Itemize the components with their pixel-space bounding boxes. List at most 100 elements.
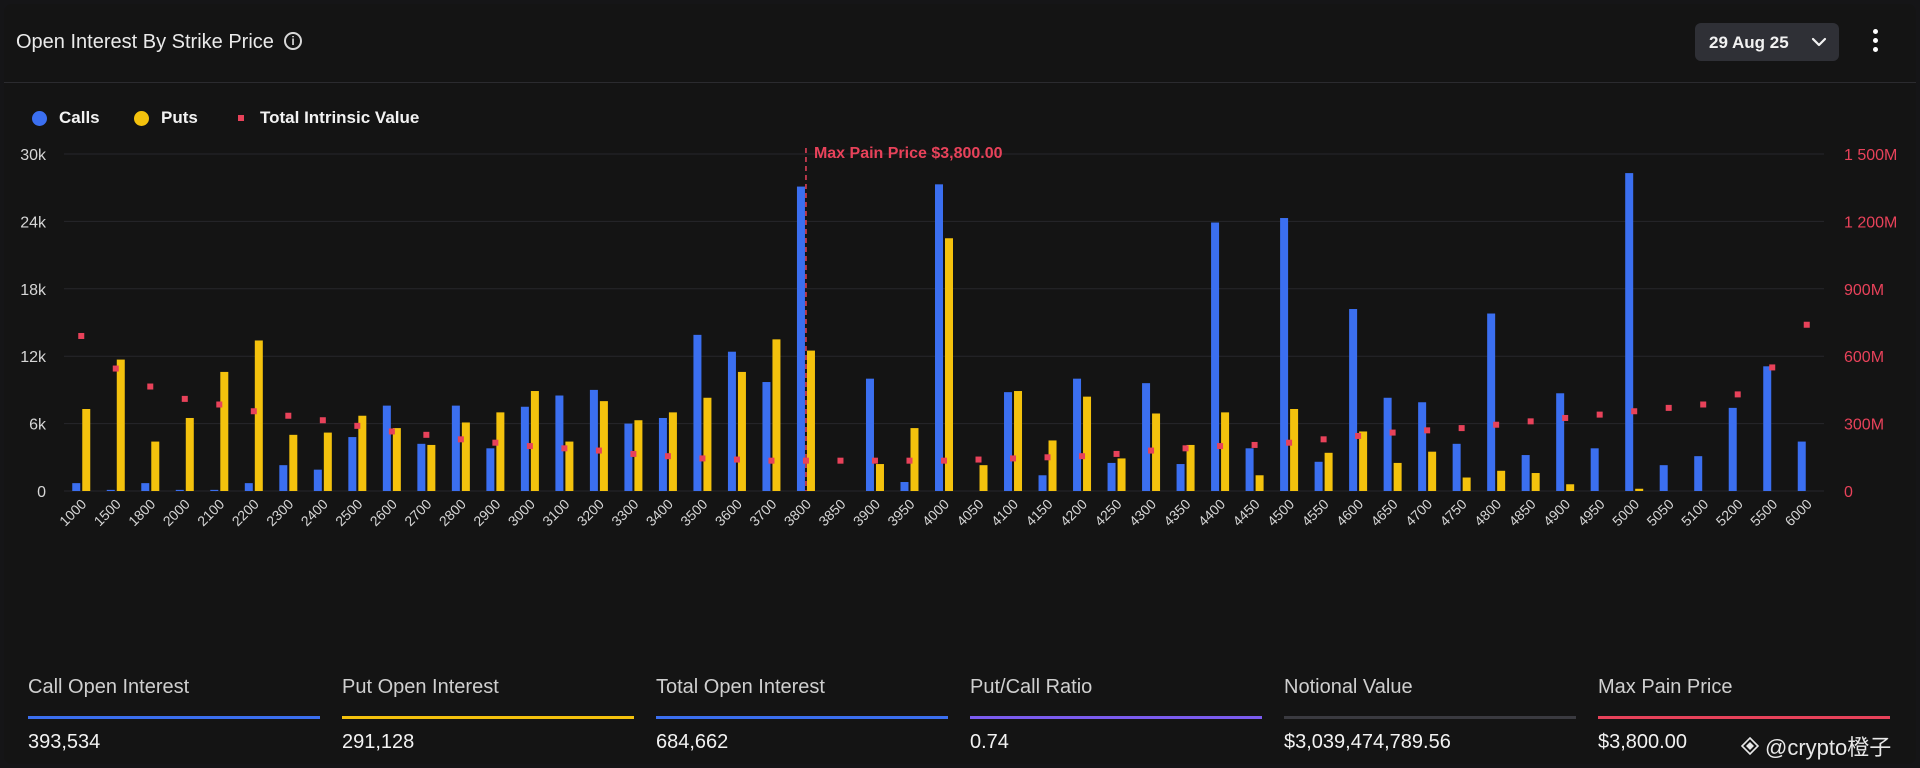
x-tick-label: 2500 xyxy=(332,496,365,529)
legend-calls[interactable]: Calls xyxy=(32,106,100,130)
x-tick-label: 2300 xyxy=(263,496,296,529)
intrinsic-value-point xyxy=(1458,425,1465,432)
put-bar xyxy=(945,238,953,491)
card-header: Open Interest By Strike Price i 29 Aug 2… xyxy=(4,4,1916,83)
intrinsic-value-point xyxy=(630,450,637,457)
x-tick-label: 2000 xyxy=(160,496,193,529)
intrinsic-value-point xyxy=(1562,414,1569,421)
put-bar xyxy=(289,434,298,491)
x-tick-label: 1800 xyxy=(125,496,158,529)
put-bar xyxy=(1566,484,1575,491)
intrinsic-value-point xyxy=(768,457,775,464)
put-bar xyxy=(1152,413,1161,491)
x-tick-label: 4600 xyxy=(1333,496,1366,529)
y-right-tick-label: 900M xyxy=(1844,282,1884,299)
x-tick-label: 4550 xyxy=(1298,496,1331,529)
stat-call-oi: Call Open Interest 393,534 xyxy=(28,676,320,754)
put-bar xyxy=(220,371,229,491)
intrinsic-value-point xyxy=(388,428,395,435)
call-bar xyxy=(520,406,529,491)
oi-bar-chart: 0 6k 12k 18k 24k 30k 0 300M 600M 900M 1 200M 1 500M… xyxy=(20,145,1897,529)
x-tick-label: 2900 xyxy=(470,496,503,529)
x-tick-label: 4150 xyxy=(1022,496,1055,529)
put-bar xyxy=(1635,488,1644,491)
put-bar xyxy=(910,428,919,491)
call-bar xyxy=(1107,462,1116,491)
put-bar xyxy=(427,444,436,491)
call-bar xyxy=(1383,397,1392,491)
call-bar xyxy=(555,395,564,491)
y-left-tick-label: 24k xyxy=(20,214,47,231)
x-tick-label: 2800 xyxy=(436,496,469,529)
y-right-tick-label: 0 xyxy=(1844,484,1853,501)
x-tick-label: 5100 xyxy=(1678,496,1711,529)
x-tick-label: 3850 xyxy=(815,496,848,529)
intrinsic-value-point xyxy=(1320,436,1327,443)
intrinsic-value-point xyxy=(1182,445,1189,452)
put-bar xyxy=(634,420,643,491)
put-bar xyxy=(1186,444,1195,491)
put-bar xyxy=(703,397,712,491)
call-bar xyxy=(1694,456,1703,491)
put-bar xyxy=(530,391,539,491)
put-bar xyxy=(1255,475,1264,491)
put-bar xyxy=(116,359,125,491)
call-bar xyxy=(1797,441,1806,491)
stat-underline xyxy=(342,716,634,719)
put-bar xyxy=(599,401,608,491)
x-tick-label: 3400 xyxy=(643,496,676,529)
call-bar xyxy=(796,186,805,491)
call-bar xyxy=(313,469,322,491)
put-bar xyxy=(772,339,781,491)
info-icon[interactable]: i xyxy=(284,32,302,50)
expiry-date-dropdown[interactable]: 29 Aug 25 xyxy=(1695,23,1839,61)
put-bar xyxy=(1324,452,1333,491)
watermark: @crypto橙子 xyxy=(1741,730,1891,762)
x-tick-label: 3900 xyxy=(850,496,883,529)
x-tick-label: 4450 xyxy=(1229,496,1262,529)
intrinsic-value-point xyxy=(1527,418,1534,425)
puts-dot-icon xyxy=(134,110,149,126)
intrinsic-value-point xyxy=(906,457,913,464)
legend-puts[interactable]: Puts xyxy=(134,106,198,130)
put-bar xyxy=(1462,477,1471,491)
call-bar xyxy=(451,405,460,491)
intrinsic-value-point xyxy=(871,457,878,464)
intrinsic-value-point xyxy=(1734,391,1741,398)
intrinsic-value-point xyxy=(1286,439,1293,446)
legend-intrinsic[interactable]: Total Intrinsic Value xyxy=(238,106,419,130)
call-bar xyxy=(72,483,81,491)
call-bar xyxy=(1625,173,1634,491)
intrinsic-value-point xyxy=(1665,404,1672,411)
put-bar xyxy=(979,465,988,491)
intrinsic-value-point xyxy=(526,443,533,450)
x-tick-label: 5050 xyxy=(1643,496,1676,529)
call-bar xyxy=(865,378,874,491)
x-tick-label: 4700 xyxy=(1402,496,1435,529)
intrinsic-value-point xyxy=(1769,364,1776,371)
intrinsic-value-point xyxy=(216,401,223,408)
intrinsic-value-point xyxy=(1596,411,1603,418)
intrinsic-value-point xyxy=(492,439,499,446)
call-bar xyxy=(1452,443,1461,491)
intrinsic-square-icon xyxy=(238,115,244,121)
intrinsic-value-point xyxy=(423,431,430,438)
intrinsic-value-point xyxy=(1389,429,1396,436)
call-bar xyxy=(141,483,150,491)
put-bar xyxy=(1497,470,1506,491)
call-bar xyxy=(279,465,288,491)
call-bar xyxy=(1487,313,1496,491)
chevron-down-icon xyxy=(1811,37,1827,47)
more-options-icon[interactable] xyxy=(1870,29,1880,59)
stat-underline xyxy=(1284,716,1576,719)
intrinsic-value-point xyxy=(181,395,188,402)
call-bar xyxy=(1728,407,1737,491)
put-bar xyxy=(82,408,91,491)
put-bar xyxy=(461,422,470,491)
x-tick-label: 4650 xyxy=(1367,496,1400,529)
y-right-tick-label: 300M xyxy=(1844,417,1884,434)
intrinsic-value-point xyxy=(733,456,740,463)
x-tick-label: 5000 xyxy=(1609,496,1642,529)
call-bar xyxy=(1142,383,1151,491)
call-bar xyxy=(624,423,633,491)
